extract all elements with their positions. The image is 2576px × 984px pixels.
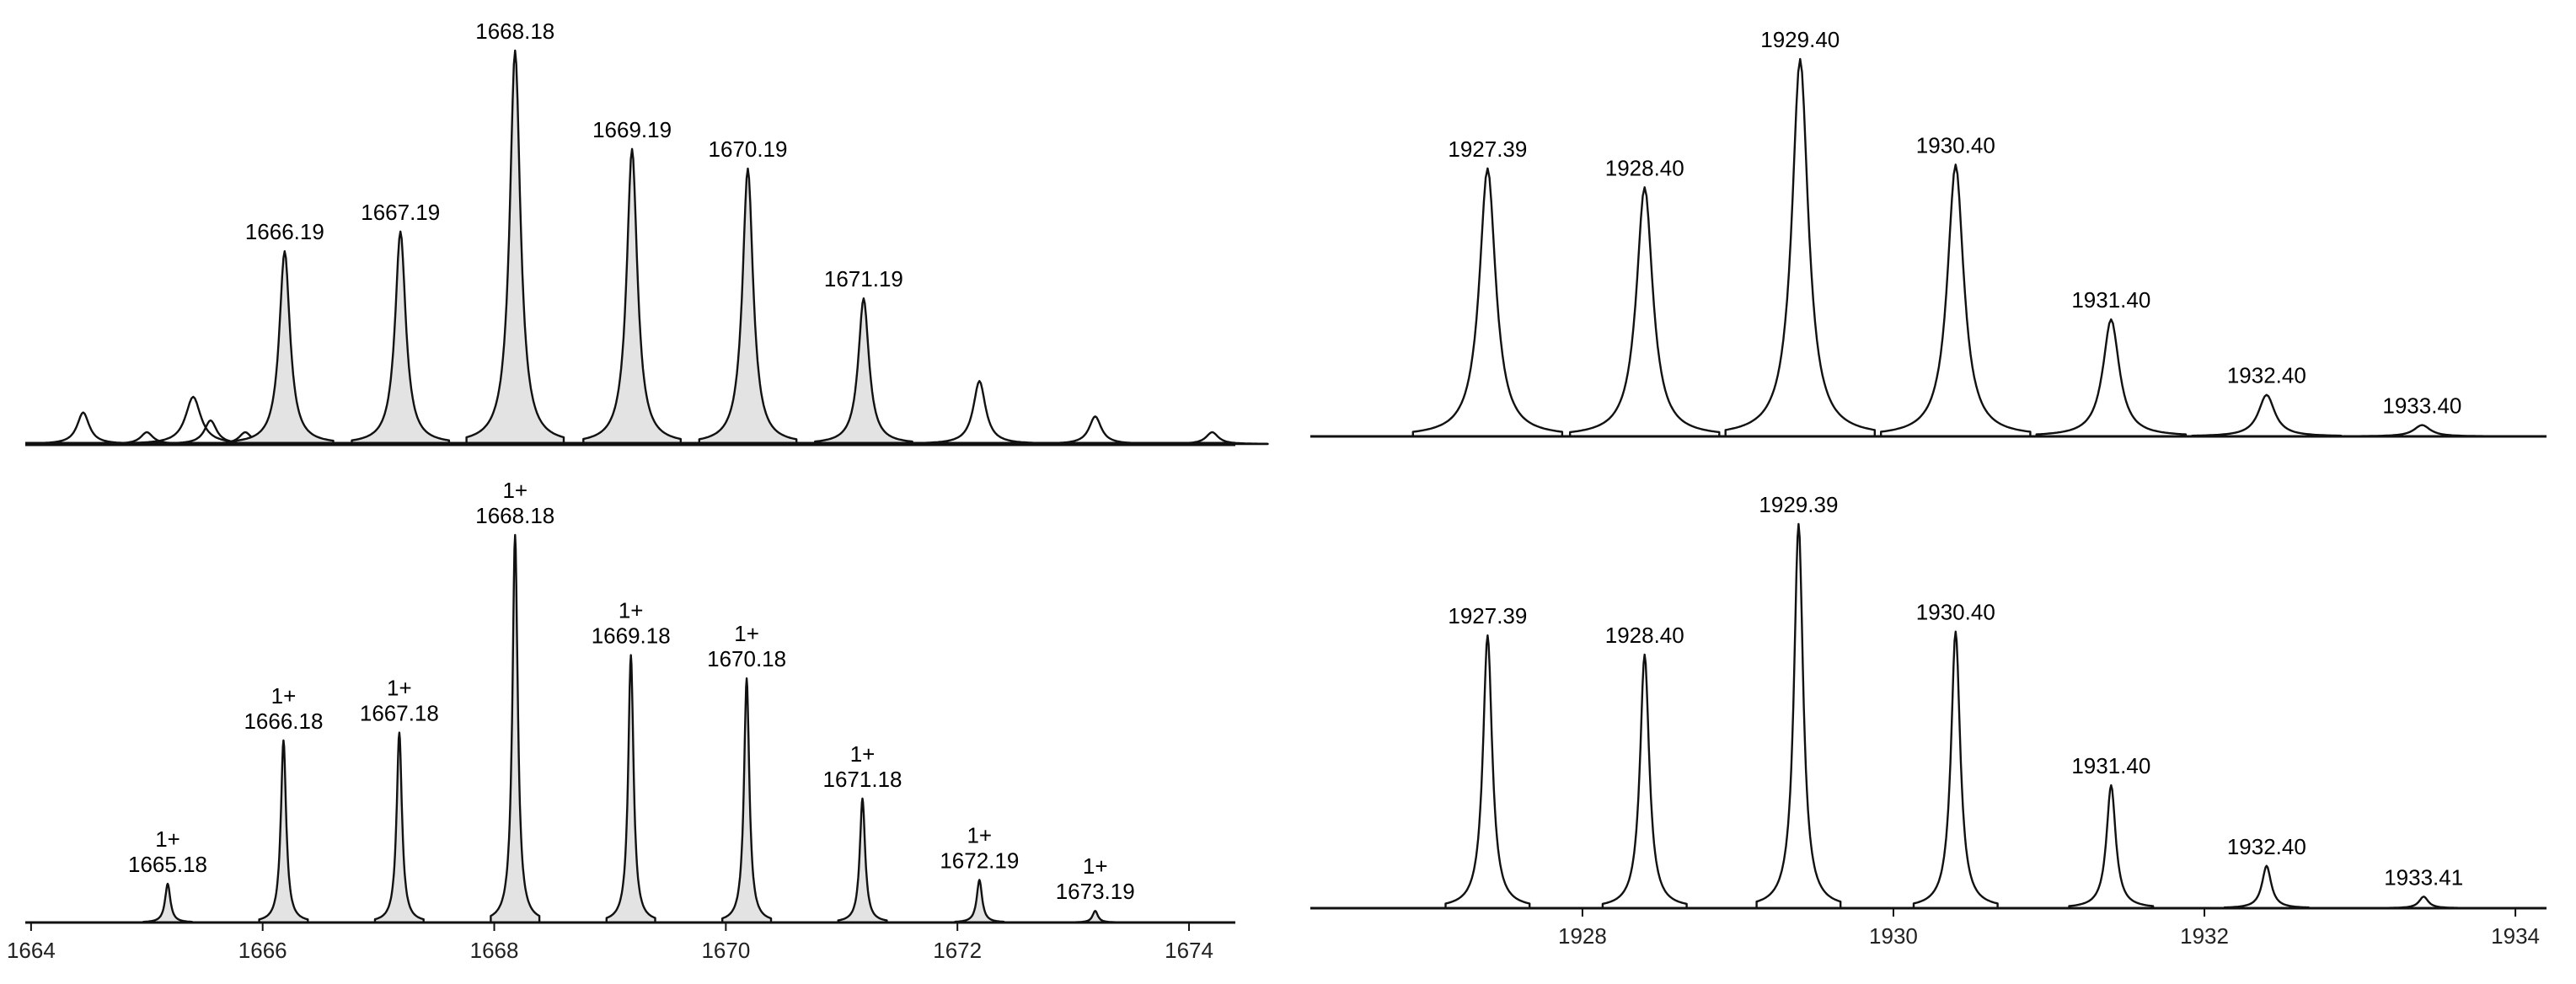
- spectrum-peak: [373, 731, 425, 924]
- spectrum-peak: [1569, 186, 1721, 438]
- peak-charge-label: 1+: [967, 822, 992, 848]
- spectrum-peak: [1724, 57, 1876, 438]
- spectrum-peak: [1912, 630, 1999, 910]
- spectrum-peak: [582, 147, 682, 446]
- peak-charge-label: 1+: [619, 598, 644, 623]
- spectrum-peak: [1038, 415, 1152, 446]
- peak-mz-label: 1668.18: [475, 19, 554, 44]
- spectrum-peak: [2381, 896, 2467, 910]
- peak-mz-label: 1928.40: [1605, 623, 1684, 648]
- spectrum-peak: [814, 297, 913, 446]
- spectrum-peak: [351, 230, 451, 446]
- spectrum-peak: [1069, 910, 1121, 924]
- spectrum-panel-2: 1665.181+1666.181+1667.181+1668.181+1669…: [7, 478, 1235, 963]
- peak-mz-label: 1667.18: [360, 701, 439, 726]
- peak-mz-label: 1666.19: [245, 219, 324, 244]
- spectrum-peak: [1755, 522, 1842, 910]
- peak-mz-label: 1673.19: [1056, 879, 1135, 904]
- spectrum-peak: [1880, 163, 2032, 438]
- peak-mz-label: 1928.40: [1605, 155, 1684, 180]
- x-tick-label: 1666: [238, 938, 287, 963]
- x-tick-label: 1928: [1558, 923, 1607, 949]
- peak-charge-label: 1+: [271, 683, 297, 709]
- peak-mz-label: 1669.19: [592, 117, 672, 142]
- peak-mz-label: 1668.18: [475, 503, 554, 528]
- peak-charge-label: 1+: [734, 621, 759, 646]
- spectrum-panel-3: 1927.39 1928.40 1929.40 1930.40 1931.40 1932.…: [1310, 27, 2547, 438]
- peak-mz-label: 1667.19: [361, 200, 440, 225]
- peak-mz-label: 1929.40: [1760, 27, 1840, 52]
- x-tick-label: 1932: [2180, 923, 2229, 949]
- spectrum-peak: [2223, 864, 2310, 910]
- spectrum-peak: [142, 882, 194, 924]
- peak-mz-label: 1932.40: [2227, 834, 2306, 859]
- spectrum-peak: [721, 677, 773, 924]
- spectrum-peak: [954, 879, 1005, 924]
- spectrum-peak: [923, 380, 1036, 446]
- peak-mz-label: 1932.40: [2227, 363, 2306, 388]
- peak-mz-label: 1671.18: [823, 767, 902, 792]
- x-tick-label: 1668: [470, 938, 519, 963]
- spectrum-peak: [465, 49, 565, 446]
- x-tick-label: 1670: [701, 938, 750, 963]
- peak-mz-label: 1669.18: [592, 623, 671, 649]
- x-tick-label: 1674: [1165, 938, 1213, 963]
- x-tick-label: 1934: [2491, 923, 2540, 949]
- x-tick-label: 1664: [7, 938, 56, 963]
- spectrum-peak: [122, 395, 264, 446]
- peak-charge-label: 1+: [1083, 853, 1108, 879]
- peak-mz-label: 1927.39: [1448, 603, 1527, 628]
- spectrum-panel-4: 1927.39 1928.40 1929.39 1930.40 1931.40 1932.…: [1310, 492, 2547, 949]
- x-tick-label: 1672: [933, 938, 982, 963]
- spectrum-peak: [258, 739, 309, 924]
- peak-mz-label: 1665.18: [128, 852, 207, 877]
- spectrum-peak: [698, 167, 798, 446]
- peak-mz-label: 1930.40: [1916, 600, 1995, 625]
- peak-charge-label: 1+: [155, 826, 180, 852]
- spectrum-peak: [2068, 783, 2155, 910]
- peak-mz-label: 1927.39: [1448, 136, 1527, 162]
- spectrum-peak: [2191, 393, 2343, 438]
- spectrum-peak: [605, 654, 656, 924]
- peak-mz-label: 1671.19: [824, 266, 903, 291]
- peak-mz-label: 1930.40: [1916, 132, 1995, 158]
- spectrum-peak: [1601, 653, 1688, 910]
- peak-mz-label: 1931.40: [2071, 287, 2150, 313]
- peak-mz-label: 1933.41: [2384, 864, 2463, 890]
- peak-mz-label: 1931.40: [2071, 753, 2150, 778]
- x-tick-label: 1930: [1869, 923, 1918, 949]
- spectrum-peak: [26, 411, 140, 446]
- spectrum-peak: [234, 250, 335, 446]
- peak-mz-label: 1672.19: [940, 848, 1019, 873]
- peak-charge-label: 1+: [502, 478, 528, 503]
- peak-mz-label: 1933.40: [2382, 393, 2461, 419]
- spectrum-panel-1: 1666.19 1667.19 1668.18 1669.19 1670.19 1671.…: [25, 19, 1269, 447]
- peak-charge-label: 1+: [387, 676, 412, 701]
- spectrum-peak: [490, 533, 541, 924]
- peak-mz-label: 1670.18: [707, 646, 786, 671]
- peak-mz-label: 1929.39: [1759, 492, 1838, 517]
- spectrum-peak: [837, 797, 888, 924]
- spectrum-peak: [1411, 167, 1564, 438]
- spectrum-peak: [2035, 318, 2188, 438]
- spectrum-peak: [1444, 634, 1531, 910]
- spectrum-peak: [2346, 424, 2498, 438]
- peak-charge-label: 1+: [850, 741, 876, 767]
- peak-mz-label: 1666.18: [244, 709, 323, 734]
- peak-mz-label: 1670.19: [708, 136, 787, 162]
